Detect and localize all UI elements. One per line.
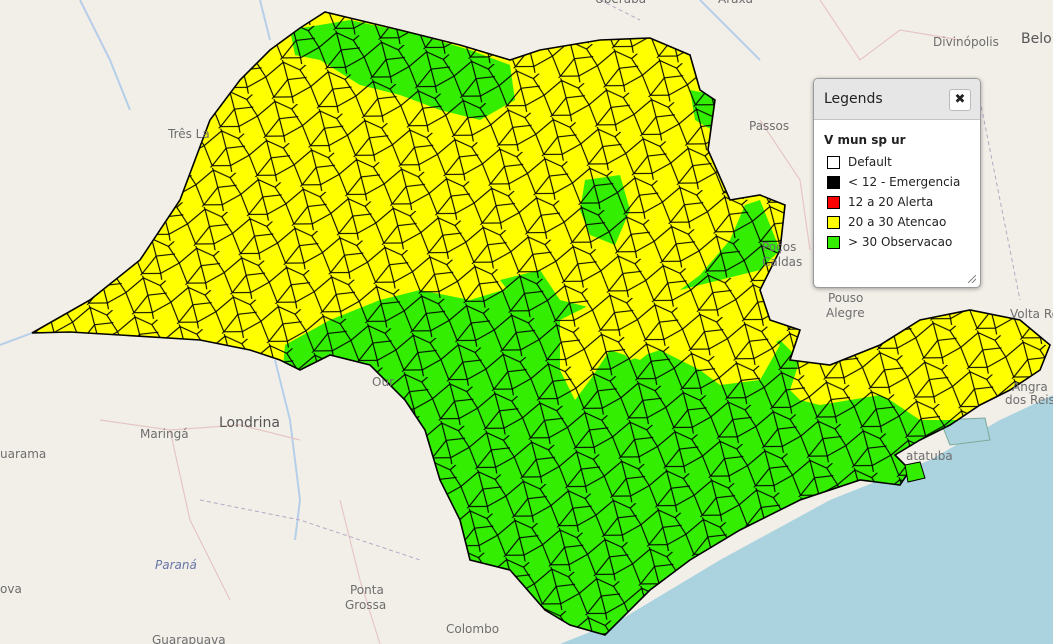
label-londrina: Londrina (219, 415, 280, 431)
label-ourinhos: Our (372, 375, 394, 389)
legend-item-label: < 12 - Emergencia (848, 175, 961, 189)
sea-area (560, 395, 1053, 644)
close-icon[interactable]: ✖ (949, 89, 971, 111)
sao-paulo-outline (31, 11, 1051, 636)
legend-swatch (827, 175, 840, 189)
label-colombo: Colombo (446, 622, 499, 636)
legend-item: < 12 - Emergencia (824, 172, 970, 192)
legend-swatch (827, 235, 840, 249)
label-caldas: Caldas (762, 255, 802, 269)
label-grossa: Grossa (345, 598, 386, 612)
legend-title: Legends (824, 91, 883, 107)
label-umuarama: uarama (0, 447, 46, 461)
legend-item: > 30 Observacao (824, 232, 970, 252)
label-angra: Angra (1012, 380, 1048, 394)
legend-items: Default < 12 - Emergencia 12 a 20 Alerta 20… (824, 152, 970, 252)
label-pouso: Pouso (828, 291, 863, 305)
legend-header[interactable]: Legends ✖ (814, 79, 980, 120)
label-ponta: Ponta (350, 583, 384, 597)
label-parana: Paraná (155, 558, 197, 572)
base-roads (99, 0, 961, 644)
label-tres-lagoas: Três La (167, 127, 210, 141)
label-alegre: Alegre (826, 306, 865, 320)
label-volta-redonda: Volta Re (1010, 307, 1053, 321)
coastline-bay (939, 417, 991, 446)
legend-swatch (827, 155, 840, 169)
legend-item: 12 a 20 Alerta (824, 192, 970, 212)
label-dos-reis: dos Reis (1005, 393, 1053, 407)
legend-swatch (827, 195, 840, 209)
label-passos: Passos (749, 119, 789, 133)
legend-layer-name: V mun sp ur (824, 133, 906, 147)
state-boundaries (199, 0, 1021, 561)
label-ubatuba: atatuba (906, 449, 953, 463)
label-araxa: Araxá (718, 0, 753, 6)
label-divinopolis: Divinópolis (933, 35, 999, 49)
legend-swatch (827, 215, 840, 229)
legend-item-label: 20 a 30 Atencao (848, 215, 947, 229)
legend-body: V mun sp ur Default < 12 - Emergencia 12 a… (814, 120, 980, 252)
label-uberaba: Uberaba (595, 0, 646, 6)
label-ova: ova (0, 582, 22, 596)
legend-item: Default (824, 152, 970, 172)
legend-item-label: > 30 Observacao (848, 235, 953, 249)
label-pocos: Poços (762, 240, 796, 254)
label-guarapuava: Guarapuava (152, 633, 226, 644)
legend-panel[interactable]: Legends ✖ V mun sp ur Default < 12 - Emer… (813, 78, 981, 288)
resize-handle[interactable] (968, 275, 976, 283)
legend-item-label: 12 a 20 Alerta (848, 195, 934, 209)
label-belo: Belo (1021, 31, 1052, 47)
ubatuba-island[interactable] (904, 461, 926, 483)
legend-item-label: Default (848, 155, 892, 169)
label-maringa: Maringá (140, 427, 189, 441)
legend-item: 20 a 30 Atencao (824, 212, 970, 232)
